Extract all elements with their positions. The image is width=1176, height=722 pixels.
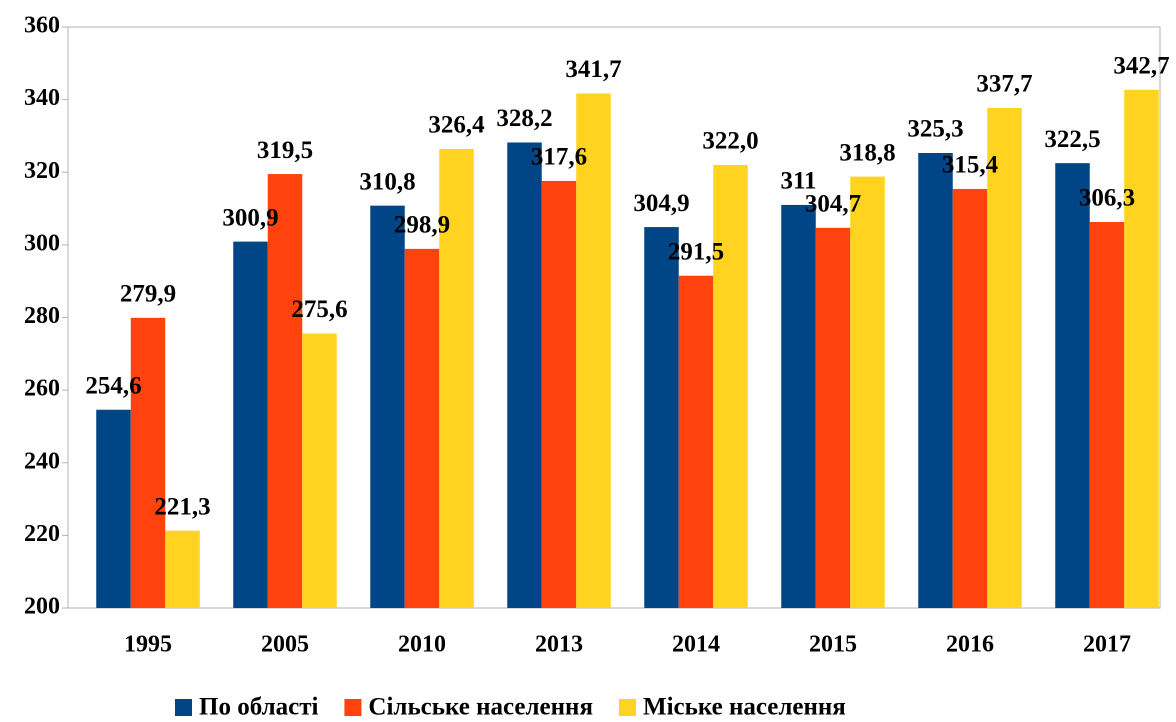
value-label: 298,9 <box>394 212 450 239</box>
bar <box>439 149 474 608</box>
value-label: 337,7 <box>976 71 1032 98</box>
y-tick-label: 240 <box>24 448 60 474</box>
y-tick-label: 360 <box>24 13 60 39</box>
value-label: 341,7 <box>565 56 621 83</box>
x-tick-label: 2005 <box>261 632 309 658</box>
bar <box>165 530 200 608</box>
y-tick-label: 280 <box>24 303 60 329</box>
value-label: 300,9 <box>222 204 278 231</box>
bar <box>987 107 1022 609</box>
x-tick-label: 2016 <box>946 632 994 658</box>
value-label: 317,6 <box>531 144 587 171</box>
value-label: 328,2 <box>496 105 552 132</box>
value-label: 311 <box>780 168 816 195</box>
bar <box>678 275 714 608</box>
value-label: 254,6 <box>85 372 141 399</box>
y-tick-label: 320 <box>24 158 60 184</box>
x-tick-label: 1995 <box>124 632 172 658</box>
legend-label: Міське населення <box>643 694 846 721</box>
value-label: 326,4 <box>428 112 485 139</box>
x-tick-label: 2015 <box>809 632 857 658</box>
x-tick-label: 2013 <box>535 632 583 658</box>
value-label: 325,3 <box>907 116 963 143</box>
y-tick-label: 200 <box>24 594 60 620</box>
bar <box>96 409 131 608</box>
bar <box>302 333 337 608</box>
bar <box>815 227 851 609</box>
bar <box>1055 163 1090 608</box>
value-label: 322,0 <box>702 128 758 155</box>
bar <box>404 248 440 608</box>
bar <box>713 164 748 609</box>
value-label: 275,6 <box>291 296 347 323</box>
bar <box>781 204 816 608</box>
value-label: 306,3 <box>1079 185 1135 212</box>
bar <box>1089 221 1125 609</box>
value-label: 291,5 <box>668 238 724 265</box>
value-label: 342,7 <box>1113 53 1169 80</box>
x-tick-label: 2014 <box>672 632 720 658</box>
value-label: 315,4 <box>942 152 999 179</box>
bar <box>130 317 166 608</box>
value-label: 279,9 <box>120 281 176 308</box>
legend-swatch <box>618 699 636 716</box>
bar <box>952 188 988 609</box>
legend-label: Сільське населення <box>368 694 593 721</box>
y-tick-label: 300 <box>24 230 60 256</box>
bar <box>644 227 679 608</box>
bar <box>370 205 405 608</box>
value-label: 221,3 <box>154 493 210 520</box>
bar <box>233 241 268 608</box>
bar <box>850 176 885 609</box>
bar <box>541 180 577 608</box>
x-tick-label: 2010 <box>398 632 446 658</box>
bar <box>507 142 542 608</box>
value-label: 310,8 <box>359 168 415 195</box>
bar <box>576 93 611 608</box>
legend-label: По області <box>199 694 318 721</box>
value-label: 319,5 <box>257 137 313 164</box>
x-tick-label: 2017 <box>1083 632 1131 658</box>
value-label: 304,9 <box>633 190 689 217</box>
bar <box>1124 89 1159 609</box>
value-label: 318,8 <box>839 139 895 166</box>
bar <box>267 174 303 609</box>
value-label: 322,5 <box>1044 126 1100 153</box>
y-tick-label: 340 <box>24 85 60 111</box>
y-tick-label: 220 <box>24 521 60 547</box>
bar <box>918 153 953 608</box>
y-tick-label: 260 <box>24 376 60 402</box>
legend-swatch <box>344 699 362 716</box>
legend-swatch <box>175 699 192 716</box>
value-label: 304,7 <box>805 191 861 218</box>
